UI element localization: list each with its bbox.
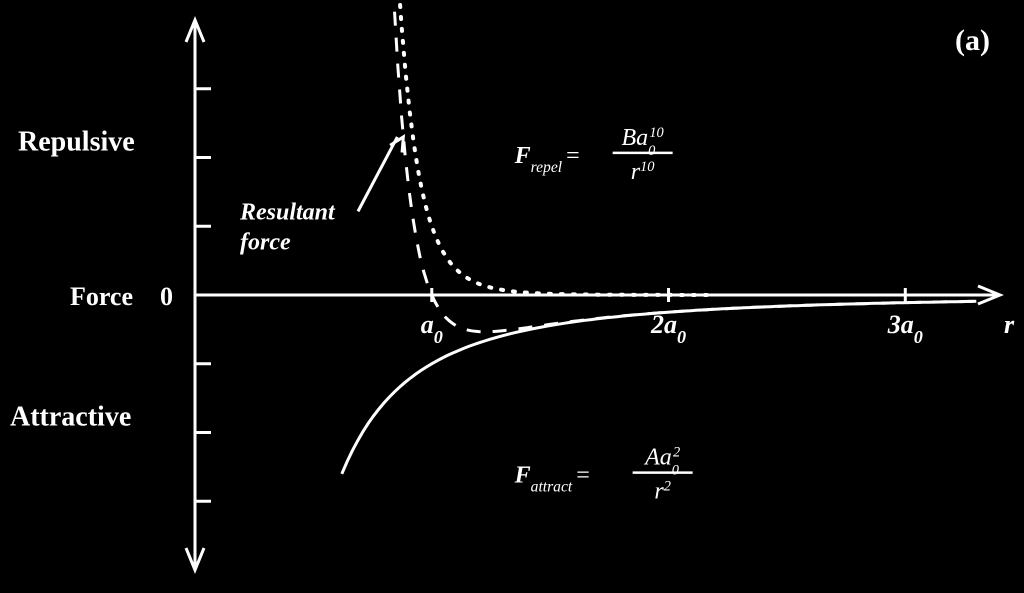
force-distance-chart: a0 2a0 3a0 0 Force Repulsive Attractive r (a) Res… bbox=[0, 0, 1024, 593]
repel-formula: Frepel= Ba010r10 bbox=[514, 125, 673, 185]
x-tick-label: 3a0 bbox=[887, 310, 923, 347]
chart-svg: a0 2a0 3a0 0 Force Repulsive Attractive r (a) Res… bbox=[0, 0, 1024, 593]
svg-text:r10: r10 bbox=[631, 159, 656, 185]
svg-text:Fattract=: Fattract= bbox=[514, 463, 590, 496]
repel-curve bbox=[389, 0, 716, 295]
x-tick-label: a0 bbox=[421, 310, 443, 347]
attract-formula: Fattract= Aa02r2 bbox=[514, 445, 693, 505]
attractive-label: Attractive bbox=[10, 402, 131, 433]
x-tick-label: 2a0 bbox=[650, 310, 686, 347]
resultant-pointer-line bbox=[358, 137, 397, 211]
resultant-label-line1: Resultant bbox=[239, 199, 336, 225]
resultant-label-line2: force bbox=[240, 229, 291, 255]
svg-text:Frepel=: Frepel= bbox=[514, 143, 580, 176]
x-axis-label: r bbox=[1004, 310, 1015, 339]
repulsive-label: Repulsive bbox=[18, 127, 135, 158]
resultant-curve bbox=[387, 0, 977, 332]
y-axis-title: Force bbox=[70, 282, 133, 311]
origin-label: 0 bbox=[160, 282, 173, 311]
panel-label: (a) bbox=[955, 24, 990, 57]
svg-text:r2: r2 bbox=[654, 479, 671, 505]
